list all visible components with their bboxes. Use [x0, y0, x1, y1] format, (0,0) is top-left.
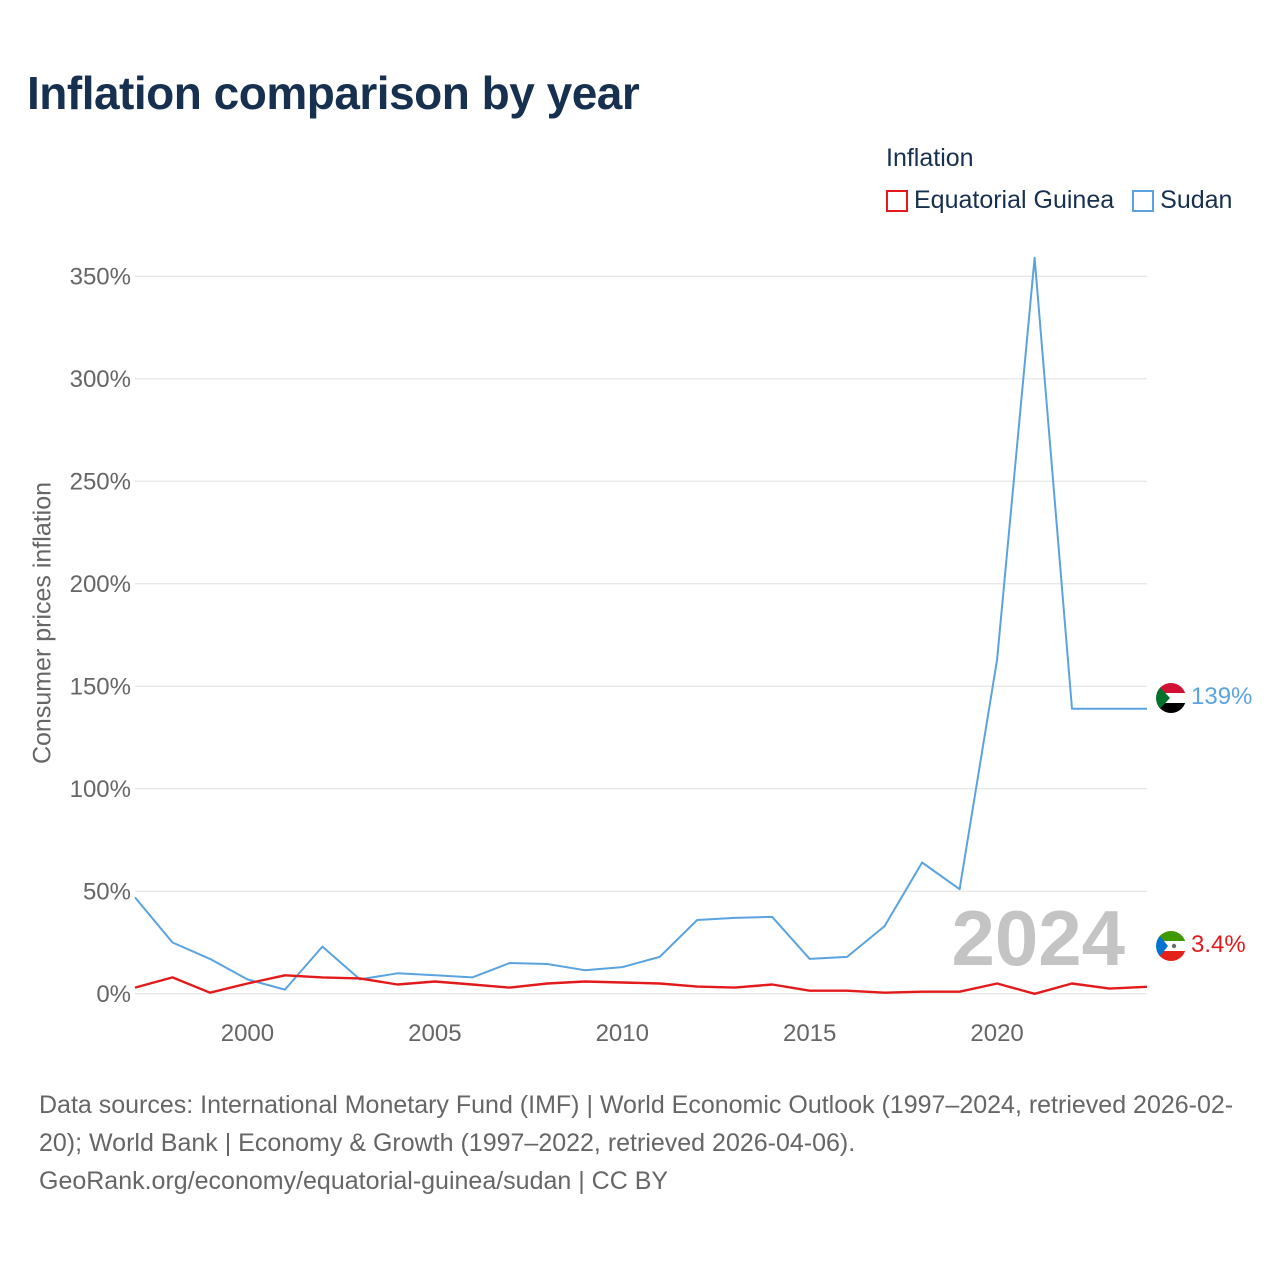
y-tick-label: 100%: [70, 776, 131, 803]
legend-title: Inflation: [886, 144, 974, 172]
grid-lines: [135, 275, 1147, 995]
source-text: Data sources: International Monetary Fun…: [39, 1091, 1234, 1157]
end-label-equatorial-guinea: 3.4%: [1191, 931, 1246, 958]
x-tick-label: 2005: [408, 1020, 461, 1047]
legend-item-sudan[interactable]: Sudan: [1132, 186, 1232, 215]
legend-swatch-equatorial-guinea: [886, 189, 908, 212]
y-tick-label: 0%: [96, 981, 131, 1008]
y-tick-label: 250%: [70, 468, 131, 495]
y-tick-label: 150%: [70, 673, 131, 700]
x-tick-label: 2000: [221, 1020, 274, 1047]
y-tick-label: 200%: [70, 571, 131, 598]
source-note: Data sources: International Monetary Fun…: [39, 1086, 1249, 1200]
end-label-sudan: 139%: [1191, 683, 1252, 710]
equatorial-guinea-flag-icon: [1156, 931, 1186, 961]
chart-area: 0% 50% 100% 150% 200% 250% 300% 350% 2000 2005 201…: [70, 256, 1252, 1047]
legend: Equatorial Guinea Sudan: [886, 186, 1250, 215]
series-lines: [134, 256, 1148, 995]
source-url: GeoRank.org/economy/equatorial-guinea/su…: [39, 1167, 669, 1195]
y-tick-label: 50%: [83, 878, 131, 905]
legend-label-equatorial-guinea: Equatorial Guinea: [914, 186, 1115, 214]
chart-title: Inflation comparison by year: [27, 67, 640, 119]
legend-label-sudan: Sudan: [1160, 186, 1233, 214]
legend-item-equatorial-guinea[interactable]: Equatorial Guinea: [886, 186, 1114, 215]
x-tick-label: 2015: [783, 1020, 836, 1047]
sudan-flag-icon: [1156, 683, 1186, 713]
axis-ticks: 0% 50% 100% 150% 200% 250% 300% 350% 2000 2005 201…: [70, 263, 1024, 1047]
x-tick-label: 2020: [970, 1020, 1023, 1047]
series-line-sudan[interactable]: [134, 256, 1147, 991]
x-tick-label: 2010: [596, 1020, 649, 1047]
series-line-equatorial-guinea[interactable]: [134, 974, 1148, 995]
year-watermark: 2024: [951, 894, 1125, 982]
y-tick-label: 350%: [70, 263, 131, 290]
legend-swatch-sudan: [1132, 189, 1155, 212]
y-tick-label: 300%: [70, 366, 131, 393]
